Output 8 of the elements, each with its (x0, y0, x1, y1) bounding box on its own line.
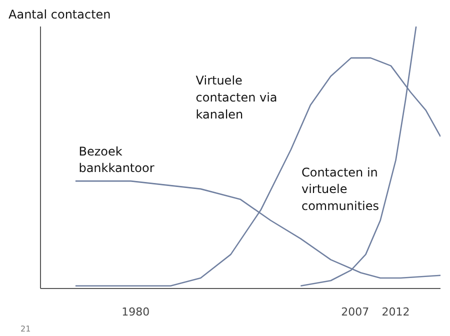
y-axis-title: Aantal contacten (8, 8, 111, 22)
x-tick-label: 1980 (122, 306, 150, 318)
series-label: Bezoek bankkantoor (78, 144, 154, 176)
x-tick-label: 2012 (382, 306, 410, 318)
text: 21 (20, 324, 31, 334)
series-label: Contacten in virtuele communities (301, 165, 380, 213)
series-label: Virtuele contacten via kanalen (196, 74, 278, 122)
x-tick-label: 2007 (341, 306, 370, 318)
